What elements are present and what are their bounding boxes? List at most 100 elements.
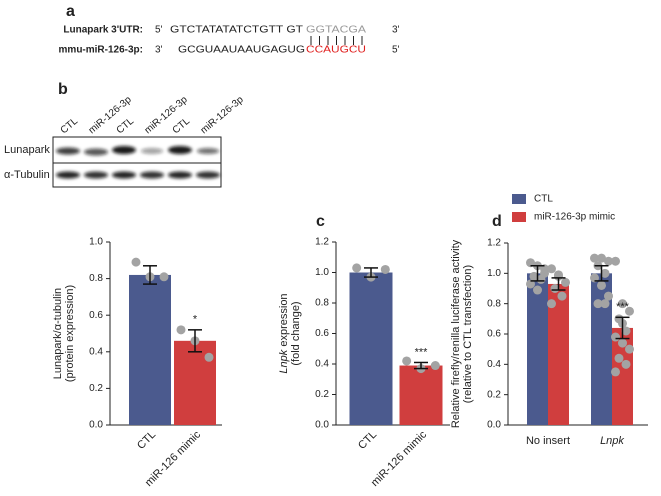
- bar: [129, 274, 171, 425]
- y-tick-label: 0.4: [487, 359, 501, 370]
- data-point: [621, 326, 631, 336]
- seed-sequence: CCAUGCU: [306, 45, 366, 56]
- y-tick-label: 0.8: [315, 298, 329, 309]
- bar: [349, 272, 393, 425]
- y-tick-label: 1.0: [315, 267, 329, 278]
- blot: [52, 136, 222, 188]
- data-point: [611, 256, 620, 266]
- data-point: [625, 344, 634, 354]
- y-tick-label: 0.4: [89, 346, 103, 357]
- legend-swatch: [512, 212, 526, 222]
- data-point: [611, 332, 620, 342]
- significance-label: ***: [415, 346, 429, 358]
- bar: [527, 273, 548, 425]
- y-tick-label: 1.2: [487, 238, 501, 249]
- y-axis-label-part: (fold change): [290, 301, 302, 365]
- significance-label: ***: [616, 301, 630, 313]
- base-pair-ticks: [310, 36, 363, 45]
- data-point: [625, 306, 634, 316]
- y-axis-label-part: expression: [278, 293, 290, 349]
- sequence-end: 5': [155, 25, 163, 36]
- data-point: [402, 356, 412, 366]
- data-point: [547, 264, 556, 274]
- data-point: [590, 273, 599, 283]
- y-tick-label: 0.6: [315, 328, 329, 339]
- x-tick-label: CTL: [356, 429, 379, 452]
- y-axis-label: Lnpk expression: [278, 293, 290, 373]
- data-point: [547, 299, 556, 309]
- data-point: [600, 268, 610, 278]
- sequence-end: 3': [392, 25, 400, 36]
- lane-label: miR-126-3p: [199, 94, 246, 136]
- panel-label: c: [316, 213, 325, 230]
- sequence-label: mmu-miR-126-3p:: [59, 45, 143, 56]
- sequence: GCGUAAUAAUGAGUG: [178, 45, 305, 56]
- y-tick-label: 0.8: [487, 298, 501, 309]
- y-tick-label: 0.0: [487, 420, 501, 431]
- data-point: [618, 299, 627, 309]
- x-tick-label: Lnpk: [600, 435, 624, 447]
- bar: [591, 273, 612, 425]
- y-axis-label: Relative firefly/renilla luciferase acti…: [450, 239, 462, 428]
- panel-label: b: [58, 81, 68, 98]
- blot-row-label: α-Tubulin: [4, 169, 50, 181]
- data-point: [554, 270, 563, 280]
- y-axis-label: (protein expression): [64, 285, 76, 382]
- data-point: [604, 291, 613, 301]
- legend-label: miR-126-3p mimic: [534, 212, 615, 223]
- y-axis-label-part: Lnpk: [278, 349, 290, 373]
- data-point: [557, 291, 567, 301]
- y-tick-label: 0.2: [487, 389, 501, 400]
- y-axis-label: Lunapark/α-tubulin: [52, 288, 64, 379]
- panel-label: d: [492, 213, 502, 230]
- y-tick-label: 0.6: [487, 329, 501, 340]
- seed-sequence: GGTACGA: [306, 25, 366, 36]
- data-point: [561, 277, 570, 287]
- x-tick-label: CTL: [135, 429, 158, 452]
- y-tick-label: 1.0: [89, 237, 103, 248]
- y-axis-label-part: Lunapark/α-tubulin: [52, 288, 64, 379]
- data-point: [593, 299, 603, 309]
- data-point: [526, 279, 535, 289]
- y-tick-label: 0.4: [315, 359, 329, 370]
- data-point: [159, 272, 169, 282]
- data-point: [590, 253, 599, 263]
- y-tick-label: 1.2: [315, 237, 329, 248]
- y-tick-label: 0.2: [89, 383, 103, 394]
- data-point: [614, 353, 624, 363]
- data-point: [597, 280, 606, 290]
- panel-label: a: [66, 3, 75, 20]
- lane-label: CTL: [59, 115, 81, 136]
- data-point: [352, 263, 362, 273]
- y-tick-label: 0.2: [315, 389, 329, 400]
- data-point: [131, 257, 141, 267]
- sequence-label: Lunapark 3'UTR:: [63, 25, 143, 36]
- data-point: [611, 367, 620, 377]
- data-point: [540, 264, 549, 274]
- data-point: [430, 361, 440, 371]
- data-point: [604, 256, 613, 266]
- sequence-end: 3': [155, 45, 163, 56]
- y-tick-label: 1.0: [487, 268, 501, 279]
- y-axis-label-part: Relative firefly/renilla luciferase acti…: [450, 239, 462, 428]
- y-tick-label: 0.6: [89, 310, 103, 321]
- data-point: [533, 285, 542, 295]
- data-point: [529, 271, 539, 281]
- y-tick-label: 0.0: [315, 420, 329, 431]
- y-axis-label-part: (protein expression): [64, 285, 76, 382]
- bar: [399, 365, 443, 425]
- blot-row-label: Lunapark: [4, 144, 50, 156]
- lane-label: CTL: [115, 115, 137, 136]
- sequence: GTCTATATATCTGTT GT: [170, 25, 303, 36]
- y-axis-label: (relative to CTL transfection): [462, 265, 474, 403]
- blot-box: [52, 162, 222, 188]
- data-point: [204, 352, 214, 362]
- sequence-end: 5': [392, 45, 400, 56]
- data-point: [600, 299, 610, 309]
- significance-label: *: [193, 314, 198, 326]
- data-point: [621, 359, 631, 369]
- bar: [548, 283, 569, 425]
- data-point: [176, 325, 186, 335]
- data-point: [618, 338, 627, 348]
